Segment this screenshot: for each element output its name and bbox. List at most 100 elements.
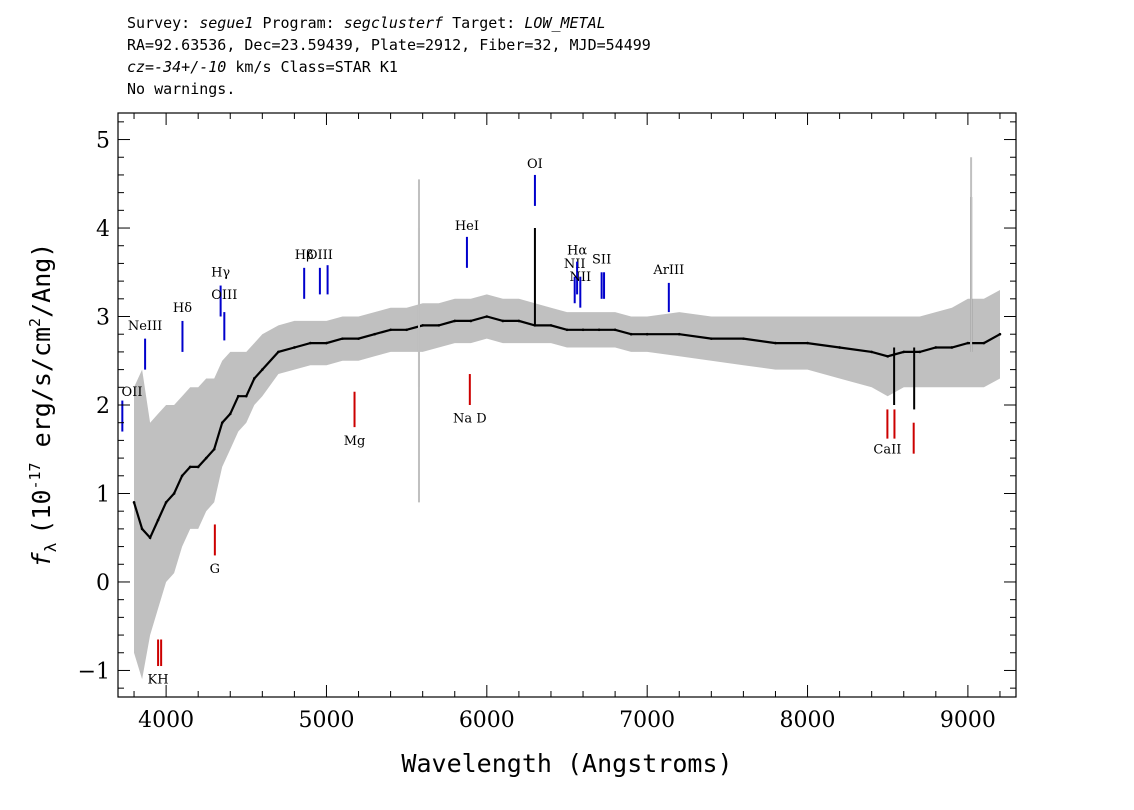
- x-tick-label: 9000: [940, 708, 996, 733]
- y-tick-label: 3: [96, 306, 110, 331]
- flux-point: [140, 527, 144, 531]
- emission-line-label: Hβ: [295, 248, 314, 263]
- flux-point: [838, 346, 841, 349]
- y-axis: −1 0 1 2 3 4 5: [78, 121, 1016, 689]
- spectrum-header: Survey: segue1 Program: segclusterf Targ…: [127, 12, 651, 100]
- absorption-line-label: CaII: [873, 443, 901, 458]
- emission-line-label: Hα: [567, 244, 587, 259]
- flux-point: [341, 337, 344, 340]
- y-tick-label: −1: [78, 659, 110, 684]
- error-band-area: [134, 290, 1000, 680]
- flux-point: [966, 341, 970, 345]
- y-axis-title-symbol: f: [27, 551, 56, 567]
- flux-point: [204, 456, 208, 460]
- flux-point: [597, 328, 601, 332]
- flux-point: [373, 332, 376, 336]
- flux-point: [196, 465, 200, 469]
- survey-label: Survey:: [127, 14, 191, 32]
- y-tick-label: 2: [96, 394, 110, 419]
- flux-point: [613, 328, 617, 332]
- y-axis-title-exp: -17: [26, 462, 44, 489]
- flux-point: [405, 328, 408, 332]
- x-tick-label: 4000: [138, 708, 194, 733]
- flux-point: [244, 394, 248, 398]
- error-band: [134, 290, 1000, 680]
- flux-point: [180, 474, 184, 478]
- flux-line: [132, 315, 1001, 540]
- flux-point: [774, 341, 777, 345]
- flux-point: [261, 368, 264, 371]
- header-line-coords: RA=92.63536, Dec=23.59439, Plate=2912, F…: [127, 36, 651, 54]
- y-axis-title: fλ (10-17 erg/s/cm2/Ang): [26, 243, 60, 568]
- emission-line-label: OII: [122, 385, 143, 400]
- flux-point: [437, 324, 441, 327]
- x-axis: 4000 5000 6000 7000 8000 9000: [133, 113, 1001, 733]
- flux-point: [581, 328, 585, 332]
- flux-point: [236, 394, 240, 398]
- flux-point: [501, 319, 505, 323]
- absorption-line-label: G: [210, 562, 220, 577]
- survey-value: segue1: [199, 14, 254, 32]
- emission-line-label: NeIII: [128, 319, 162, 334]
- y-tick-label: 4: [96, 217, 110, 242]
- emission-line-label: Hγ: [211, 266, 230, 281]
- flux-point: [629, 332, 633, 336]
- program-label: Program:: [262, 14, 335, 32]
- flux-point: [389, 328, 392, 332]
- emission-line-label: Hδ: [173, 301, 192, 316]
- cz-value: -34+/-10: [154, 58, 227, 76]
- flux-point: [710, 337, 713, 340]
- y-tick-label: 1: [96, 482, 110, 507]
- flux-point: [156, 518, 160, 522]
- flux-point: [742, 337, 745, 340]
- emission-line-label: HeI: [455, 219, 479, 234]
- cz-label: cz=: [127, 58, 155, 76]
- emission-line-label: OIII: [307, 248, 333, 263]
- flux-point: [172, 492, 176, 495]
- emission-line-label: NII: [569, 270, 591, 285]
- flux-point: [886, 355, 890, 358]
- flux-point: [469, 319, 473, 323]
- y-axis-title-mid: erg/s/cm: [27, 327, 56, 462]
- flux-point: [517, 319, 521, 323]
- flux-point: [645, 332, 649, 336]
- flux-point: [421, 324, 424, 327]
- y-axis-title-sub: λ: [41, 542, 60, 552]
- flux-point: [549, 324, 553, 327]
- y-axis-title-pre: (10: [27, 490, 56, 535]
- class-text: km/s Class=STAR K1: [235, 58, 398, 76]
- flux-point: [565, 328, 569, 332]
- target-label: Target:: [452, 14, 516, 32]
- flux-point: [870, 350, 873, 354]
- y-tick-label: 5: [96, 129, 110, 154]
- flux-point: [277, 350, 280, 354]
- emission-line-label: OIII: [211, 288, 237, 303]
- flux-point: [293, 346, 296, 349]
- flux-point: [485, 315, 489, 318]
- flux-point: [677, 332, 681, 336]
- flux-point: [309, 341, 312, 345]
- emission-line-label: OI: [527, 157, 543, 172]
- flux-point: [253, 377, 256, 380]
- emission-line-label: SII: [592, 252, 611, 267]
- target-value: LOW_METAL: [524, 14, 606, 32]
- flux-point: [950, 346, 954, 349]
- x-tick-label: 5000: [298, 708, 354, 733]
- y-tick-label: 0: [96, 571, 110, 596]
- y-axis-title-exp2: 2: [26, 318, 44, 327]
- absorption-line-label: KH: [148, 673, 169, 688]
- flux-point: [806, 341, 809, 345]
- flux-point: [453, 319, 457, 323]
- header-line-warnings: No warnings.: [127, 80, 236, 98]
- absorption-line-label: Na D: [453, 412, 487, 427]
- emission-line-label: NII: [564, 257, 586, 272]
- flux-point: [188, 465, 192, 469]
- x-tick-label: 8000: [780, 708, 836, 733]
- flux-point: [228, 412, 232, 416]
- flux-point: [918, 350, 922, 354]
- flux-point: [325, 341, 328, 345]
- flux-point: [902, 350, 906, 354]
- flux-point: [998, 332, 1002, 336]
- x-tick-label: 6000: [459, 708, 515, 733]
